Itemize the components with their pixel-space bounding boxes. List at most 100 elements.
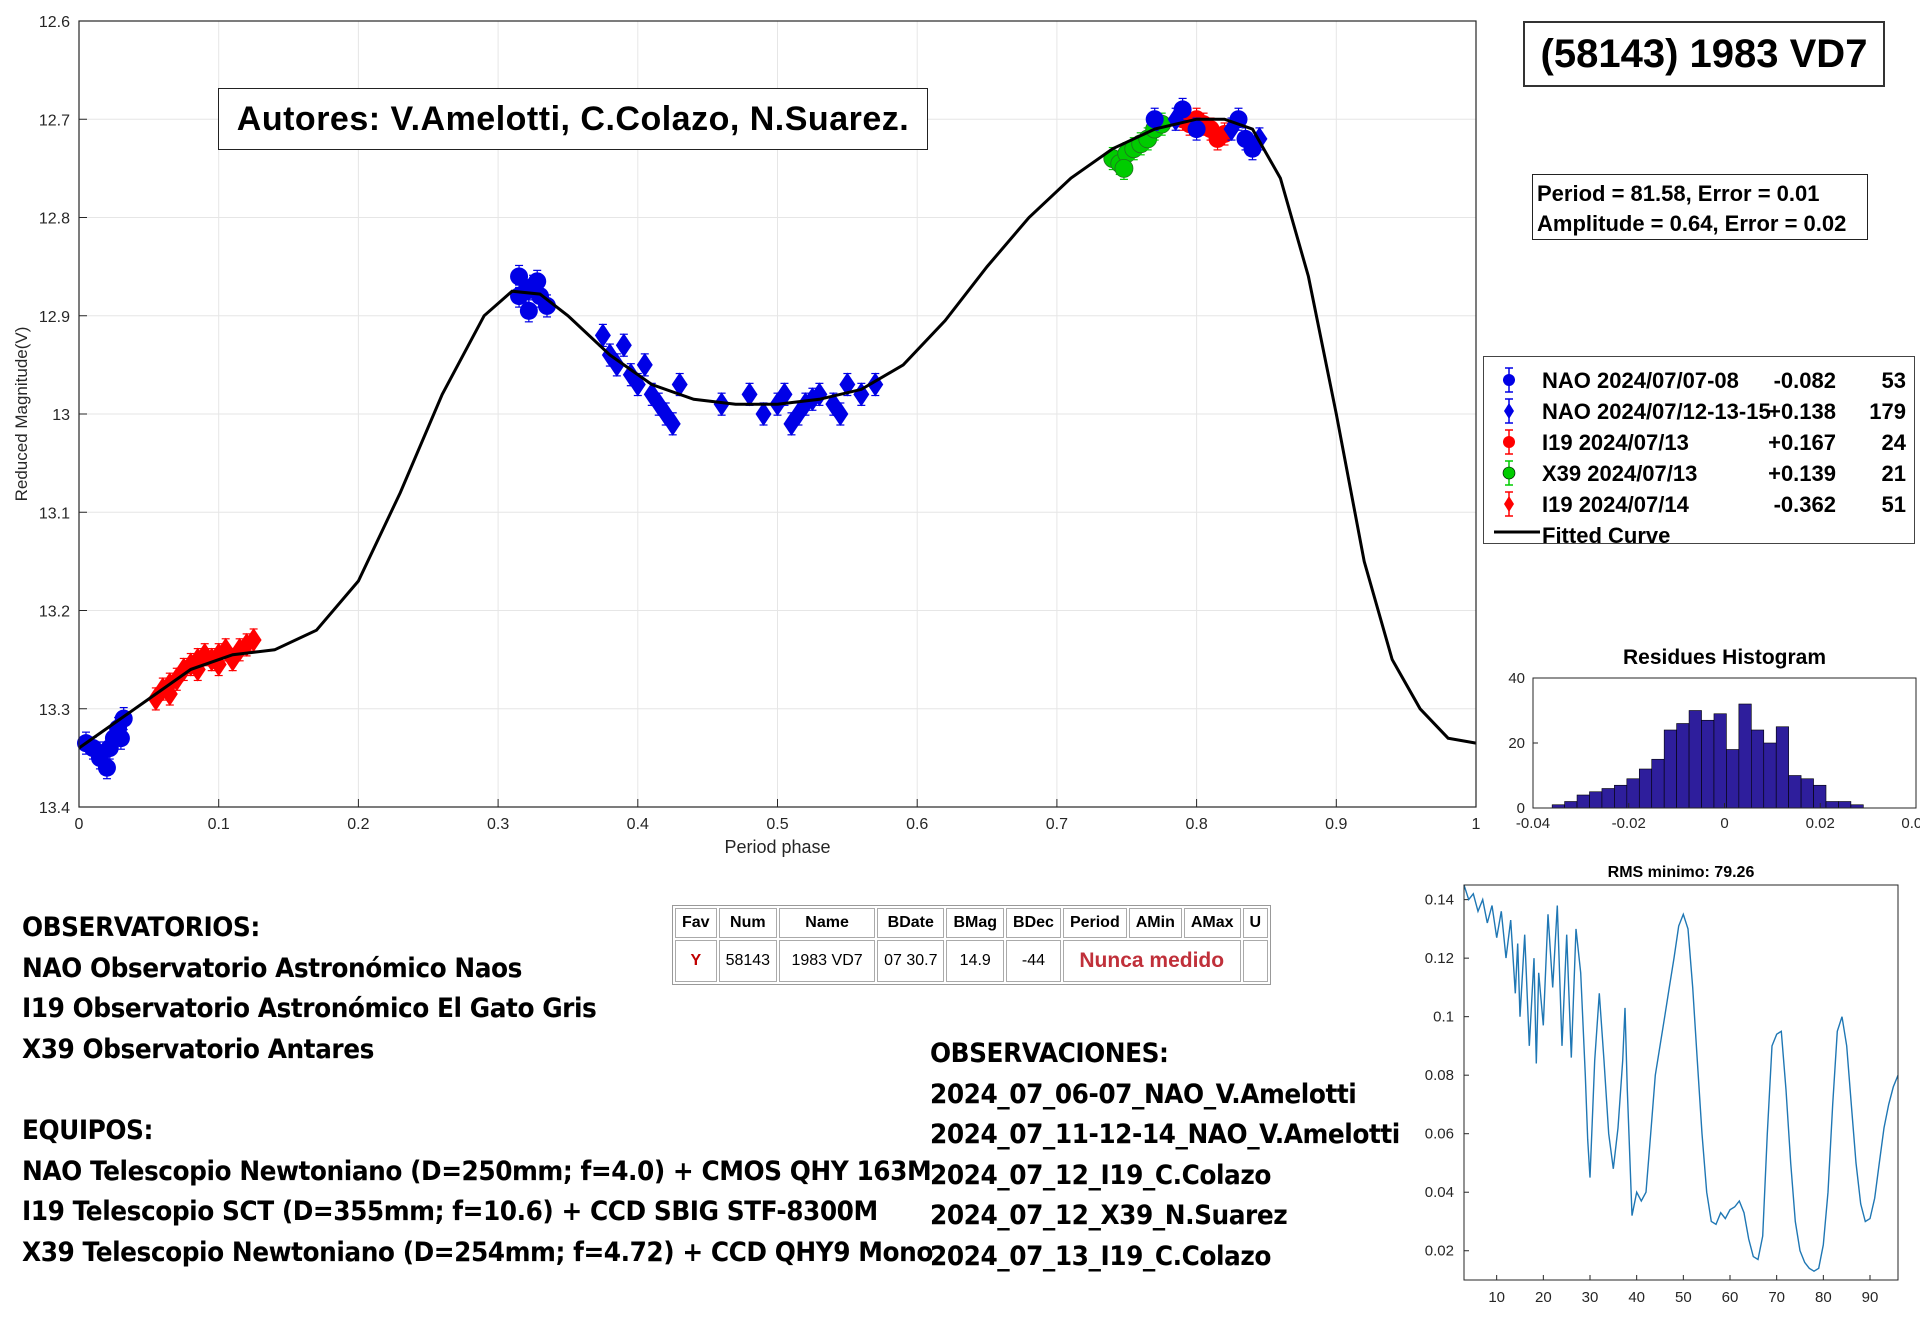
legend-item: NAO 2024/07/12-13-15 +0.138 179 — [1484, 396, 1914, 426]
x-tick-label: 70 — [1768, 1289, 1785, 1306]
period-line: Period = 81.58, Error = 0.01 — [1537, 181, 1820, 206]
fav-cell: Y — [675, 940, 717, 982]
y-tick-label: 0.14 — [1425, 892, 1454, 909]
data-point — [1114, 158, 1134, 178]
equipo-line: NAO Telescopio Newtoniano (D=250mm; f=4.… — [22, 1155, 932, 1187]
period-note-cell: Nunca medido — [1062, 940, 1241, 982]
data-point — [528, 272, 547, 291]
observacion-line: 2024_07_13_I19_C.Colazo — [930, 1240, 1271, 1272]
rms-line — [1463, 884, 1899, 1273]
histogram-bar — [1663, 729, 1677, 809]
data-point — [111, 729, 130, 748]
data-point — [741, 382, 758, 407]
observacion-line: 2024_07_12_X39_N.Suarez — [930, 1200, 1288, 1231]
histogram-bars — [1551, 703, 1864, 809]
observatorio-line: I19 Observatorio Astronómico El Gato Gri… — [22, 993, 597, 1024]
x-tick-label: 0.02 — [1806, 815, 1835, 832]
observatorio-line: NAO Observatorio Astronómico Naos — [22, 952, 522, 984]
data-points — [76, 97, 1268, 780]
legend-offset: +0.138 — [1768, 399, 1836, 424]
bdec-cell: -44 — [1006, 940, 1061, 982]
histogram-bar — [1564, 801, 1578, 809]
histogram-ticks: -0.04 -0.02 0 0.02 0.04 0 20 40 — [1508, 670, 1920, 832]
legend-color-swatch — [1504, 403, 1514, 419]
x-tick-label: 80 — [1815, 1289, 1832, 1306]
data-point — [519, 301, 538, 320]
observacion-line: 2024_07_12_I19_C.Colazo — [930, 1159, 1271, 1191]
equipo-line: X39 Telescopio Newtoniano (D=254mm; f=4.… — [22, 1236, 933, 1268]
legend-label: Fitted Curve — [1542, 523, 1671, 548]
histogram-bar — [1838, 801, 1852, 809]
y-tick-label: 0.06 — [1425, 1126, 1454, 1143]
x-tick-label: 50 — [1675, 1289, 1692, 1306]
y-tick-label: 20 — [1508, 735, 1525, 752]
legend-count: 53 — [1881, 368, 1906, 393]
legend-color-swatch — [1504, 496, 1514, 512]
histogram-bar — [1614, 784, 1628, 809]
y-tick-label: 0.02 — [1425, 1243, 1454, 1260]
y-tick-label: 13.1 — [39, 505, 70, 522]
authors-box: Autores: V.Amelotti, C.Colazo, N.Suarez. — [218, 88, 928, 150]
legend-label: NAO 2024/07/12-13-15 — [1542, 399, 1771, 424]
data-point — [636, 352, 653, 377]
table-row: Y 58143 1983 VD7 07 30.7 14.9 -44 Nunca … — [675, 940, 1269, 982]
data-point — [90, 743, 109, 762]
x-tick-label: 0.2 — [347, 816, 369, 833]
fitted-curve — [78, 117, 1477, 750]
data-point — [97, 758, 116, 777]
data-point — [510, 267, 529, 286]
x-tick-label: 0.04 — [1901, 815, 1920, 832]
equipos-section: EQUIPOS: NAO Telescopio Newtoniano (D=25… — [22, 1111, 933, 1273]
data-point — [755, 402, 772, 426]
diamond-marker-icon — [1504, 491, 1514, 517]
legend-label: I19 2024/07/13 — [1542, 430, 1689, 455]
x-tick-label: 0.5 — [766, 816, 788, 833]
observatorios-heading: OBSERVATORIOS: — [22, 912, 260, 943]
x-tick-label: 30 — [1582, 1289, 1599, 1306]
table-header-row: Fav Num Name BDate BMag BDec Period AMin… — [675, 908, 1269, 938]
histogram-bar — [1576, 794, 1590, 809]
equipo-line: I19 Telescopio SCT (D=355mm; f=10.6) + C… — [22, 1196, 878, 1227]
x-tick-label: 0.3 — [487, 816, 509, 833]
y-tick-label: 0.1 — [1433, 1009, 1454, 1026]
histogram-title: Residues Histogram — [1623, 646, 1826, 669]
asteroid-table: Fav Num Name BDate BMag BDec Period AMin… — [672, 905, 1272, 985]
table-header: BMag — [946, 908, 1005, 938]
data-point — [776, 382, 793, 407]
y-tick-label: 0.04 — [1425, 1184, 1454, 1201]
x-tick-label: 10 — [1488, 1289, 1505, 1306]
x-tick-label: 0.9 — [1325, 816, 1347, 833]
legend-item: NAO 2024/07/07-08 -0.082 53 — [1484, 365, 1914, 395]
data-point — [1187, 120, 1206, 139]
y-axis-label: Reduced Magnitude(V) — [12, 327, 31, 502]
observatorios-section: OBSERVATORIOS: NAO Observatorio Astronóm… — [22, 908, 597, 1070]
table-header: Period — [1062, 908, 1127, 938]
x-tick-label: 0.4 — [627, 816, 649, 833]
name-cell: 1983 VD7 — [779, 940, 876, 982]
legend-count: 51 — [1881, 492, 1906, 517]
histogram-bar — [1638, 768, 1653, 809]
data-point — [713, 392, 730, 417]
line-marker-icon — [1494, 530, 1540, 534]
y-tick-label: 13.2 — [39, 604, 70, 621]
num-cell: 58143 — [718, 940, 778, 982]
x-tick-label: 60 — [1722, 1289, 1739, 1306]
x-tick-label: -0.04 — [1516, 815, 1550, 832]
table-header: BDec — [1006, 908, 1061, 938]
legend-offset: -0.362 — [1773, 492, 1836, 517]
histogram-bar — [1688, 710, 1702, 809]
fitted-curve-line — [78, 117, 1477, 750]
period-box: Period = 81.58, Error = 0.01 Amplitude =… — [1532, 174, 1868, 240]
data-point — [245, 627, 262, 652]
x-tick-label: 40 — [1628, 1289, 1645, 1306]
y-tick-label: 12.9 — [39, 309, 70, 326]
histogram-bar — [1800, 778, 1814, 809]
table-header: BDate — [877, 908, 945, 938]
table-header: U — [1242, 908, 1269, 938]
legend-item: I19 2024/07/14 -0.362 51 — [1484, 489, 1914, 519]
x-tick-label: 0.1 — [208, 816, 230, 833]
table-header: AMax — [1183, 908, 1241, 938]
table-header: Name — [779, 908, 876, 938]
rms-ticks: 10 20 30 40 50 60 70 80 90 0.02 0.04 0.06 0.08 0.1 0.1… — [1425, 892, 1879, 1306]
authors-text: Autores: V.Amelotti, C.Colazo, N.Suarez. — [236, 99, 910, 138]
